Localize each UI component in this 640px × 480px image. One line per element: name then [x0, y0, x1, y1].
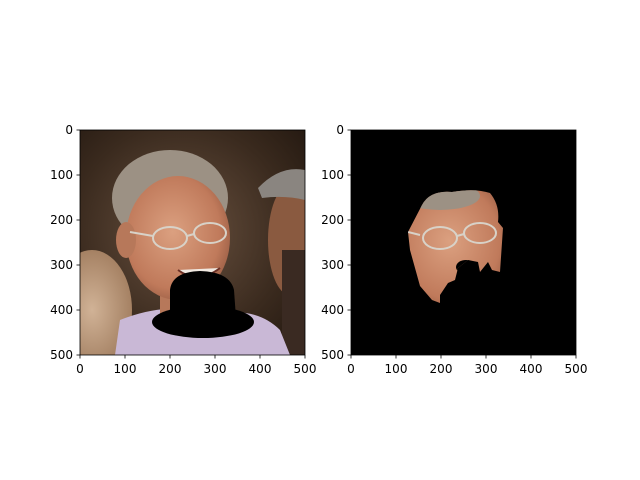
- x-tick-label-right-5: 500: [565, 362, 588, 376]
- left-axes-frame: [79, 129, 306, 356]
- x-tick-label-left-1: 100: [114, 362, 137, 376]
- y-tick-label-left-4: 400: [50, 303, 73, 317]
- x-tick-label-left-4: 400: [249, 362, 272, 376]
- y-tick-label-left-5: 500: [50, 348, 73, 362]
- right-photo: [351, 130, 576, 355]
- y-tick-label-left-2: 200: [50, 213, 73, 227]
- x-tick-label-left-0: 0: [76, 362, 84, 376]
- y-tick-label-right-5: 500: [321, 348, 344, 362]
- y-tick-label-right-3: 300: [321, 258, 344, 272]
- left-image-panel: [79, 129, 306, 356]
- x-tick-label-right-1: 100: [385, 362, 408, 376]
- x-tick-label-right-3: 300: [475, 362, 498, 376]
- x-tick-label-right-0: 0: [347, 362, 355, 376]
- x-tick-label-right-2: 200: [430, 362, 453, 376]
- left-photo: [80, 130, 305, 355]
- y-tick-label-right-1: 100: [321, 168, 344, 182]
- right-axes-frame: [350, 129, 577, 356]
- x-tick-label-left-3: 300: [204, 362, 227, 376]
- y-tick-label-left-3: 300: [50, 258, 73, 272]
- y-tick-label-right-4: 400: [321, 303, 344, 317]
- y-tick-label-right-0: 0: [336, 123, 344, 137]
- right-image-panel: [350, 129, 577, 356]
- y-tick-label-right-2: 200: [321, 213, 344, 227]
- y-tick-label-left-0: 0: [65, 123, 73, 137]
- hat-occluder: [152, 271, 254, 338]
- x-tick-label-left-5: 500: [294, 362, 317, 376]
- y-tick-label-left-1: 100: [50, 168, 73, 182]
- x-tick-label-left-2: 200: [159, 362, 182, 376]
- x-tick-label-right-4: 400: [520, 362, 543, 376]
